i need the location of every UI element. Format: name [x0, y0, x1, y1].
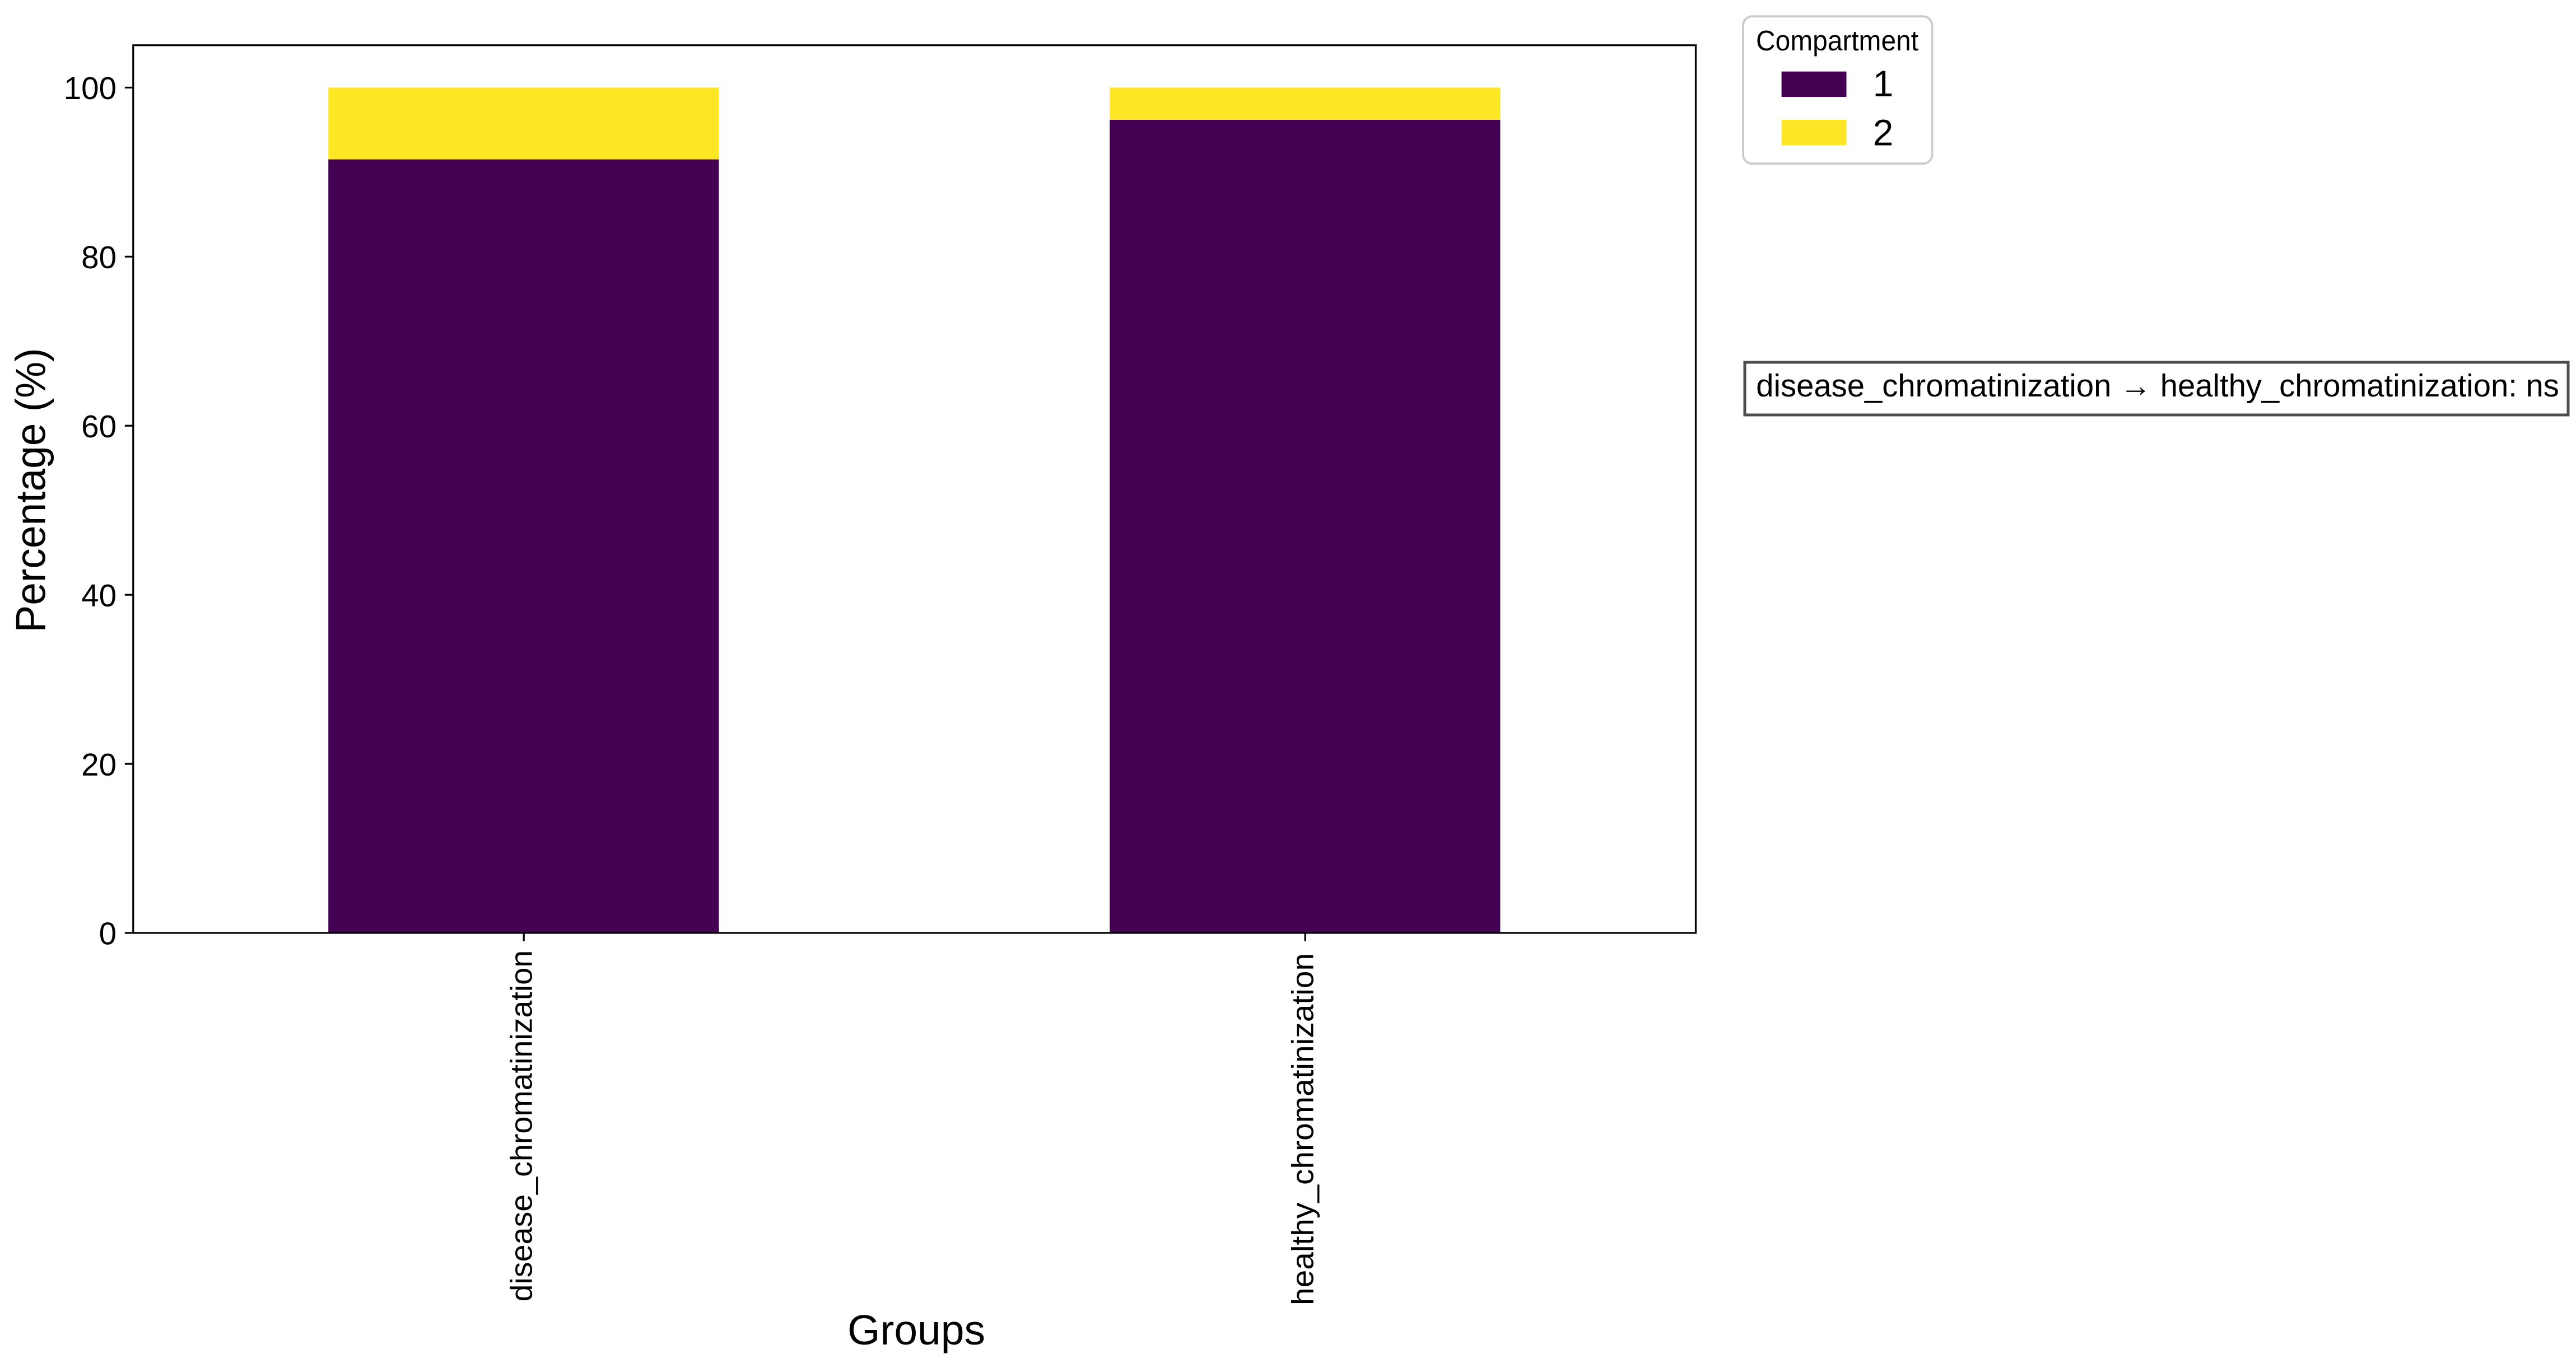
svg-text:disease_chromatinization: disease_chromatinization [504, 950, 539, 1302]
svg-text:Percentage (%): Percentage (%) [7, 348, 54, 633]
svg-text:1: 1 [1873, 63, 1894, 104]
svg-text:100: 100 [64, 71, 117, 106]
svg-text:80: 80 [81, 240, 117, 275]
svg-text:0: 0 [99, 916, 117, 951]
svg-text:40: 40 [81, 578, 117, 613]
svg-text:healthy_chromatinization: healthy_chromatinization [1285, 953, 1320, 1305]
svg-text:2: 2 [1873, 112, 1894, 153]
svg-text:60: 60 [81, 409, 117, 444]
svg-text:Compartment: Compartment [1756, 25, 1918, 57]
svg-text:Groups: Groups [847, 1306, 985, 1353]
svg-text:20: 20 [81, 747, 117, 782]
svg-text:disease_chromatinization → hea: disease_chromatinization → healthy_chrom… [1756, 368, 2559, 403]
